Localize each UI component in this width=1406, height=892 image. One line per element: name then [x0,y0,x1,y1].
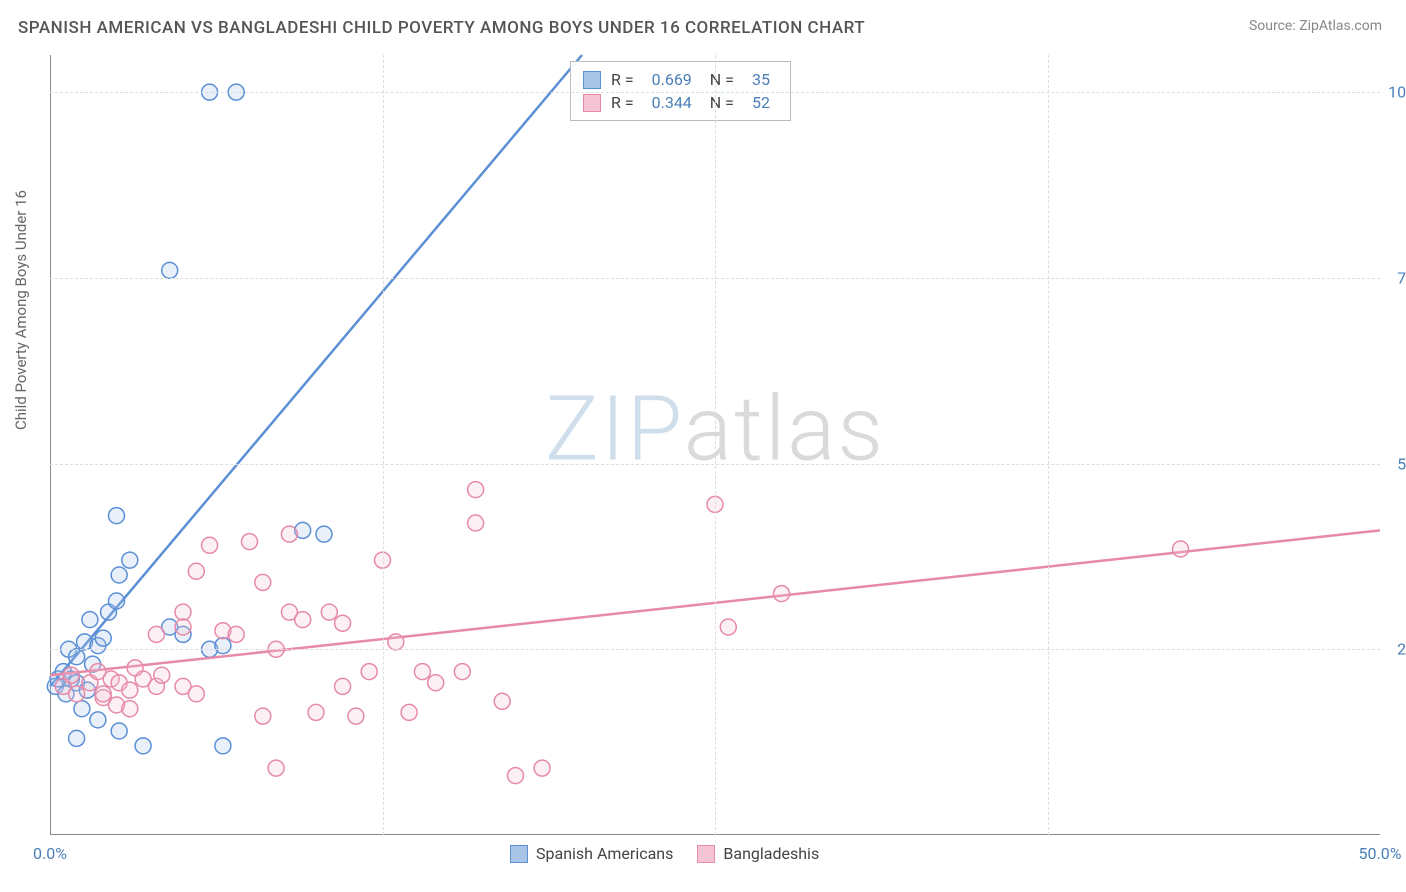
y-axis-label: Child Poverty Among Boys Under 16 [12,190,30,430]
data-point [95,686,111,702]
data-point [111,723,127,739]
trend-line [50,55,582,686]
data-point [281,526,297,542]
data-point [82,612,98,628]
data-point [348,708,364,724]
grid-line-v [715,55,716,835]
data-point [228,626,244,642]
data-point [268,760,284,776]
legend-swatch [697,845,715,863]
data-point [63,667,79,683]
data-point [335,615,351,631]
series-legend-item: Bangladeshis [697,844,819,863]
source-attribution: Source: ZipAtlas.com [1249,18,1382,34]
data-point [494,693,510,709]
data-point [154,667,170,683]
data-point [388,634,404,650]
r-label: R = [611,93,634,112]
data-point [335,678,351,694]
data-point [109,508,125,524]
n-label: N = [710,70,734,89]
stats-legend-row: R = 0.344 N = 52 [583,91,778,114]
data-point [508,768,524,784]
data-point [175,604,191,620]
y-tick-label: 75.0% [1397,268,1406,287]
plot-area: ZIPatlas R =0.669N =35R =0.344N =52 Span… [50,55,1380,835]
data-point [148,626,164,642]
data-point [255,708,271,724]
data-point [1173,541,1189,557]
data-point [188,686,204,702]
x-tick-label: 0.0% [33,844,67,863]
n-value: 52 [752,93,770,112]
data-point [414,664,430,680]
data-point [69,649,85,665]
series-legend: Spanish Americans Bangladeshis [510,844,819,863]
data-point [122,552,138,568]
r-value: 0.669 [652,70,692,89]
data-point [122,682,138,698]
data-point [175,619,191,635]
data-point [90,712,106,728]
grid-line-v [383,55,384,835]
stats-legend-row: R = 0.669 N = 35 [583,68,778,91]
data-point [215,638,231,654]
data-point [321,604,337,620]
data-point [69,730,85,746]
y-tick-label: 25.0% [1397,640,1406,659]
chart-title: SPANISH AMERICAN VS BANGLADESHI CHILD PO… [18,18,865,38]
data-point [188,563,204,579]
data-point [109,593,125,609]
data-point [774,586,790,602]
r-value: 0.344 [652,93,692,112]
legend-swatch [583,71,601,89]
y-tick-label: 50.0% [1397,454,1406,473]
legend-swatch [583,94,601,112]
n-label: N = [710,93,734,112]
y-tick-label: 100.0% [1388,83,1406,102]
series-legend-item: Spanish Americans [510,844,673,863]
data-point [242,534,258,550]
data-point [111,567,127,583]
data-point [215,738,231,754]
grid-line-v [1048,55,1049,835]
source-name: ZipAtlas.com [1299,18,1382,34]
data-point [135,738,151,754]
r-label: R = [611,70,634,89]
data-point [202,537,218,553]
n-value: 35 [752,70,770,89]
data-point [454,664,470,680]
data-point [295,612,311,628]
data-point [255,574,271,590]
data-point [534,760,550,776]
data-point [69,686,85,702]
data-point [428,675,444,691]
stats-legend: R = 0.669 N = 35 R = 0.344 N = 52 [570,61,791,121]
source-prefix: Source: [1249,18,1299,34]
x-tick-label: 50.0% [1359,844,1402,863]
series-name: Spanish Americans [536,844,673,863]
data-point [468,515,484,531]
data-point [127,660,143,676]
data-point [720,619,736,635]
data-point [316,526,332,542]
data-point [361,664,377,680]
data-point [308,704,324,720]
series-name: Bangladeshis [723,844,819,863]
data-point [122,701,138,717]
data-point [401,704,417,720]
data-point [74,701,90,717]
data-point [162,262,178,278]
data-point [468,482,484,498]
data-point [95,630,111,646]
legend-swatch [510,845,528,863]
